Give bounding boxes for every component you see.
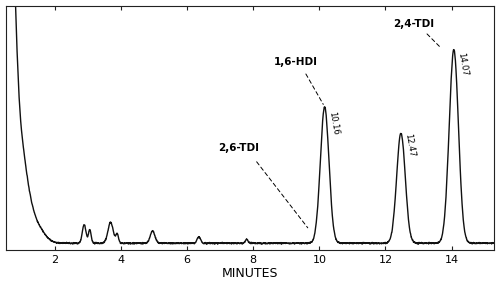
Text: 12.47: 12.47 — [403, 133, 416, 158]
Text: 1,6-HDI: 1,6-HDI — [274, 57, 318, 67]
Text: 14.07: 14.07 — [456, 52, 469, 77]
Text: 10.16: 10.16 — [326, 111, 340, 136]
Text: 2,4-TDI: 2,4-TDI — [393, 19, 434, 29]
Text: 2,6-TDI: 2,6-TDI — [218, 143, 259, 153]
X-axis label: MINUTES: MINUTES — [222, 267, 278, 281]
